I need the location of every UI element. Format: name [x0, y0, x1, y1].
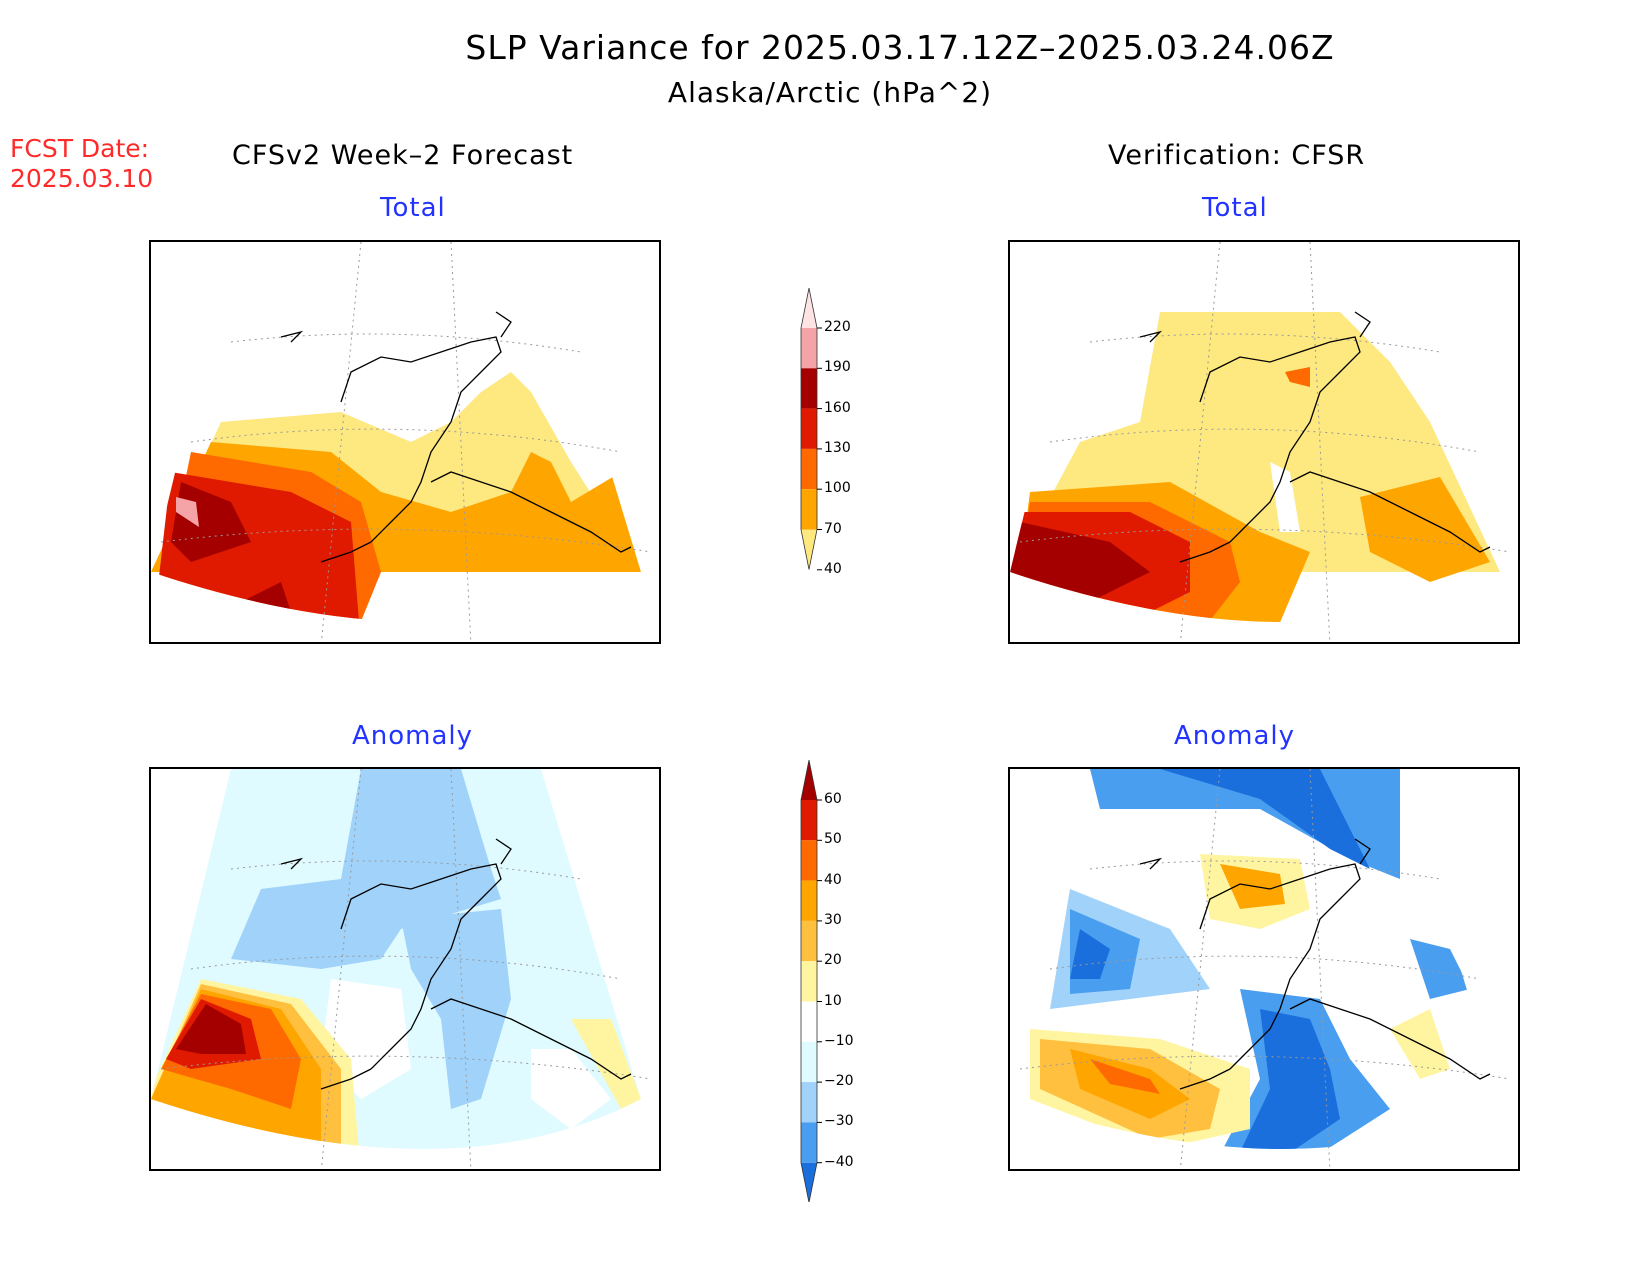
colorbar-top-swatch: [801, 760, 817, 800]
fcst-date-value: 2025.03.10: [10, 164, 154, 193]
verification-anomaly-title: Anomaly: [1174, 721, 1296, 751]
colorbar-swatch: [801, 448, 817, 490]
colorbar-label: 50: [824, 831, 842, 848]
colorbar-swatch: [801, 1122, 817, 1163]
colorbar-bottom-swatch: [801, 529, 817, 570]
colorbar-swatch: [801, 1001, 817, 1042]
colorbar-swatch: [801, 880, 817, 921]
total-colorbar-swatches: [800, 287, 822, 571]
forecast-column-header: CFSv2 Week–2 Forecast: [232, 140, 574, 171]
colorbar-swatch: [801, 489, 817, 530]
verification-anomaly-map: [1008, 767, 1520, 1171]
colorbar-label: 20: [824, 952, 842, 969]
anomaly-colorbar-swatches: [800, 759, 822, 1203]
colorbar-label: 40: [824, 871, 842, 888]
colorbar-swatch: [801, 1082, 817, 1123]
colorbar-label: 160: [824, 399, 851, 416]
colorbar-label: −10: [824, 1032, 854, 1049]
forecast-total-title: Total: [380, 193, 446, 223]
colorbar-swatch: [801, 1041, 817, 1083]
total-colorbar: [795, 282, 895, 612]
chart-title: SLP Variance for 2025.03.17.12Z–2025.03.…: [465, 28, 1335, 67]
verification-total-title: Total: [1202, 193, 1268, 223]
fcst-date-label: FCST Date:: [10, 134, 150, 163]
colorbar-swatch: [801, 408, 817, 449]
colorbar-label: 30: [824, 911, 842, 928]
colorbar-top-swatch: [801, 288, 817, 328]
colorbar-outline: [800, 287, 818, 570]
colorbar-label: 10: [824, 992, 842, 1009]
colorbar-label: 60: [824, 791, 842, 807]
colorbar-label: 220: [824, 319, 851, 335]
forecast-anomaly-map: [149, 767, 661, 1171]
verification-column-header: Verification: CFSR: [1108, 140, 1366, 171]
colorbar-swatch: [801, 840, 817, 881]
colorbar-outline: [800, 759, 818, 1203]
colorbar-label: 100: [824, 480, 851, 497]
fcst-date: FCST Date: 2025.03.10: [10, 134, 153, 194]
colorbar-label: 190: [824, 359, 851, 376]
colorbar-label: 40: [824, 560, 842, 577]
colorbar-swatch: [801, 920, 817, 962]
colorbar-swatch: [801, 328, 817, 369]
forecast-total-map: [149, 240, 661, 644]
colorbar-bottom-swatch: [801, 1162, 817, 1203]
verification-total-map: [1008, 240, 1520, 644]
colorbar-label: −40: [824, 1153, 854, 1170]
anomaly-colorbar: [795, 752, 895, 1203]
colorbar-swatch: [801, 800, 817, 841]
colorbar-label: 130: [824, 439, 851, 456]
colorbar-label: −30: [824, 1113, 854, 1130]
colorbar-label: 70: [824, 520, 842, 537]
chart-subtitle: Alaska/Arctic (hPa^2): [667, 76, 993, 109]
colorbar-label: −20: [824, 1073, 854, 1090]
colorbar-swatch: [801, 961, 817, 1002]
colorbar-swatch: [801, 368, 817, 409]
forecast-anomaly-title: Anomaly: [352, 721, 474, 751]
